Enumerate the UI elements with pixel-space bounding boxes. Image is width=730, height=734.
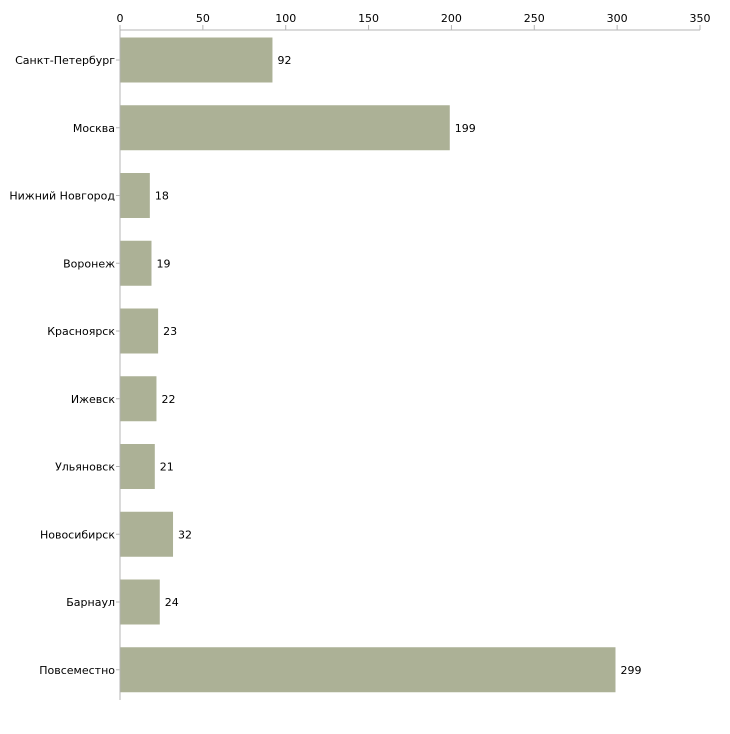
bar-chart: 0 50 100 150 200 250 300 350 Санкт-Петербург 92 М… bbox=[0, 0, 730, 730]
bar bbox=[121, 580, 160, 625]
chart-container: 0 50 100 150 200 250 300 350 Санкт-Петербург 92 М… bbox=[0, 0, 730, 730]
x-tick-label: 200 bbox=[441, 12, 462, 25]
x-tick-label: 300 bbox=[607, 12, 628, 25]
category-label: Воронеж bbox=[63, 257, 115, 270]
category-label: Барнаул bbox=[66, 596, 115, 609]
bar bbox=[121, 173, 150, 218]
data-label: 24 bbox=[165, 596, 179, 609]
data-label: 32 bbox=[178, 528, 192, 541]
category-label: Ижевск bbox=[71, 393, 115, 406]
data-label: 299 bbox=[620, 664, 641, 677]
data-label: 92 bbox=[277, 54, 291, 67]
x-tick-label: 0 bbox=[117, 12, 124, 25]
bar bbox=[121, 376, 157, 421]
x-tick-label: 150 bbox=[358, 12, 379, 25]
bar bbox=[121, 512, 174, 557]
data-label: 19 bbox=[156, 257, 170, 270]
bar bbox=[121, 647, 616, 692]
data-label: 18 bbox=[155, 190, 169, 203]
bar bbox=[121, 105, 450, 150]
x-tick-label: 350 bbox=[690, 12, 711, 25]
data-label: 22 bbox=[161, 393, 175, 406]
data-label: 21 bbox=[160, 461, 174, 474]
category-label: Повсеместно bbox=[39, 664, 115, 677]
category-label: Санкт-Петербург bbox=[15, 54, 115, 67]
data-label: 199 bbox=[455, 122, 476, 135]
bars-layer bbox=[121, 38, 616, 693]
bar bbox=[121, 444, 155, 489]
category-label: Нижний Новгород bbox=[9, 190, 115, 203]
category-label: Новосибирск bbox=[40, 528, 115, 541]
bar bbox=[121, 241, 152, 286]
data-label: 23 bbox=[163, 325, 177, 338]
category-label: Красноярск bbox=[47, 325, 115, 338]
category-label: Москва bbox=[73, 122, 115, 135]
x-tick-label: 100 bbox=[275, 12, 296, 25]
bar bbox=[121, 38, 273, 83]
x-tick-label: 50 bbox=[196, 12, 210, 25]
bar bbox=[121, 309, 159, 354]
category-label: Ульяновск bbox=[55, 461, 115, 474]
x-tick-label: 250 bbox=[524, 12, 545, 25]
